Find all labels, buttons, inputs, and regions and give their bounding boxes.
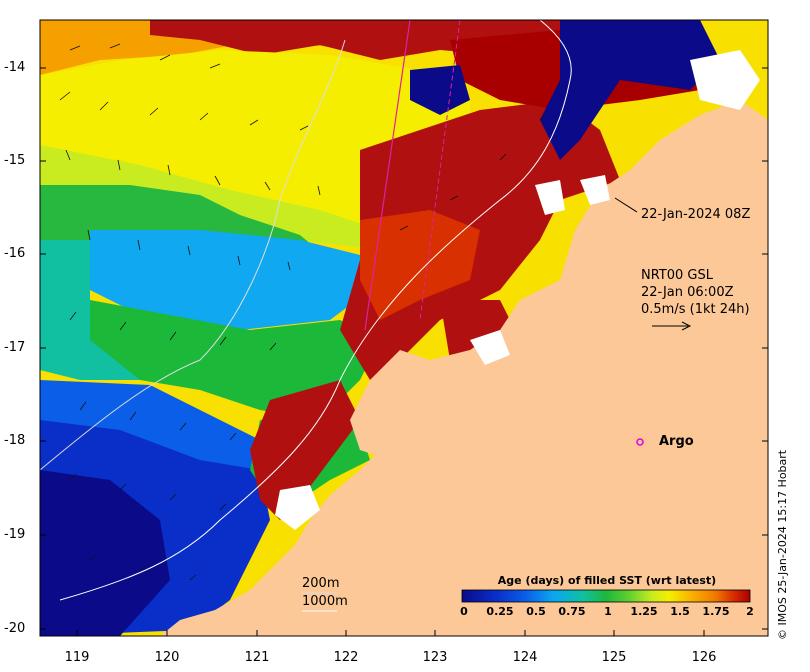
lat-tick: -17 [4, 340, 26, 355]
land-mass [160, 100, 768, 636]
lon-tick: 126 [691, 650, 717, 665]
lat-tick: -18 [4, 433, 26, 448]
colorbar-label: 0.5 [526, 605, 546, 618]
lat-tick: -16 [4, 246, 26, 261]
colorbar-label: 0.25 [486, 605, 514, 618]
currents-scale-label: 0.5m/s (1kt 24h) [641, 302, 750, 317]
lon-tick: 120 [154, 650, 180, 665]
colorbar-title: Age (days) of filled SST (wrt latest) [497, 574, 717, 587]
contour-200m-label: 200m [302, 576, 340, 591]
argo-label: Argo [659, 434, 694, 449]
lat-tick: -19 [4, 527, 26, 542]
contour-1000m-label: 1000m [302, 594, 348, 609]
lon-tick: 121 [244, 650, 270, 665]
colorbar-label: 1.25 [630, 605, 658, 618]
lon-tick: 119 [64, 650, 90, 665]
lon-tick: 122 [333, 650, 359, 665]
altimeter-tracks [364, 20, 461, 331]
current-vectors [59, 43, 547, 581]
argo-marker [636, 438, 644, 446]
reference-current-arrow [652, 321, 692, 331]
credit-text: © IMOS 25-Jan-2024 15:17 Hobart [776, 449, 789, 640]
colorbar-label: 0.75 [558, 605, 586, 618]
bathymetry-contours [40, 20, 572, 601]
currents-source-label: NRT00 GSL [641, 268, 713, 283]
map-frame [39, 19, 769, 637]
sst-field [40, 20, 768, 636]
pass-time-label: 22-Jan-2024 08Z [641, 207, 751, 222]
lat-tick: -20 [4, 621, 26, 636]
pass-time-pointer [614, 197, 638, 213]
currents-time-label: 22-Jan 06:00Z [641, 285, 734, 300]
colorbar-label: 0 [460, 605, 468, 618]
lon-tick: 124 [512, 650, 538, 665]
lat-tick: -14 [4, 60, 26, 75]
colorbar-label: 1 [604, 605, 612, 618]
lon-tick: 123 [422, 650, 448, 665]
lat-tick: -15 [4, 153, 26, 168]
colorbar [461, 589, 751, 603]
colorbar-label: 2 [746, 605, 754, 618]
colorbar-label: 1.75 [702, 605, 730, 618]
lon-tick: 125 [601, 650, 627, 665]
colorbar-label: 1.5 [670, 605, 690, 618]
axis-ticks [40, 67, 768, 636]
